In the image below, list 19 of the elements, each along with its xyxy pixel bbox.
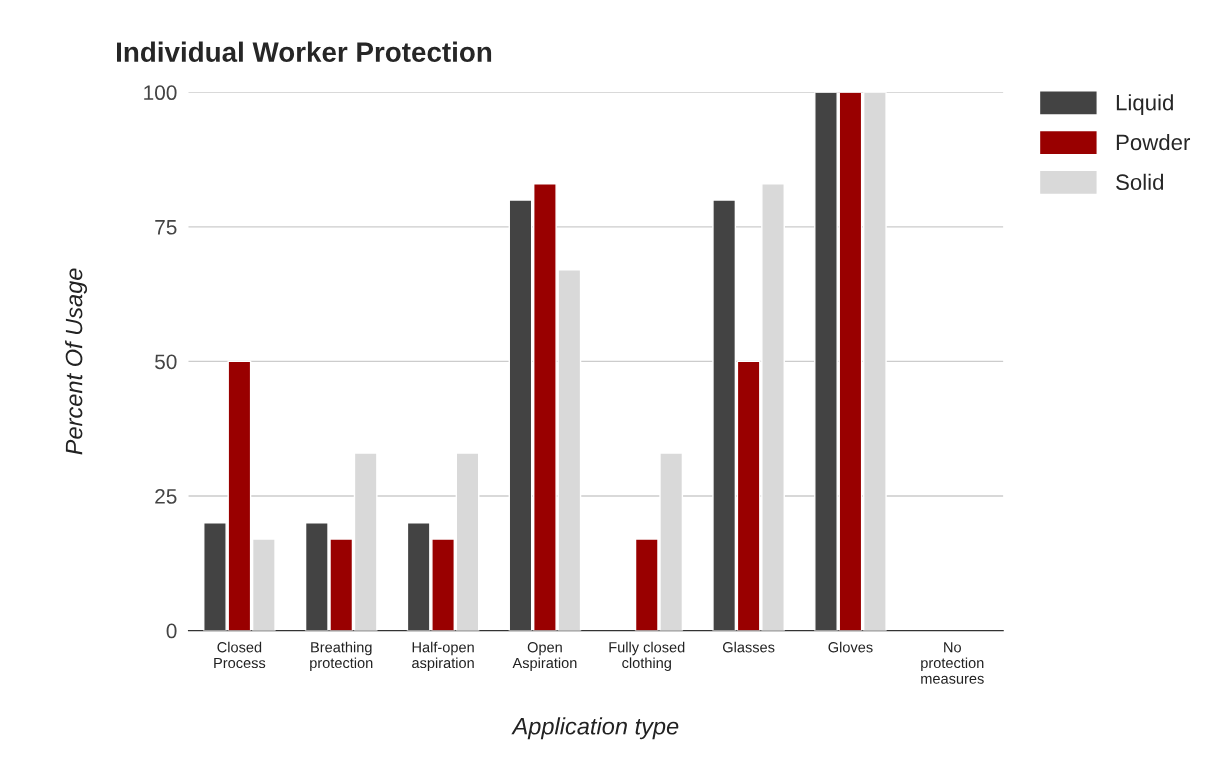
x-axis-title: Application type — [511, 717, 679, 740]
legend-label: Liquid — [1116, 94, 1173, 115]
x-tick-label: Glasses — [722, 641, 775, 653]
y-tick-label: 50 — [155, 354, 177, 370]
y-axis-title: Percent Of Usage — [65, 268, 88, 455]
x-tick-label: Open Aspiration — [512, 642, 577, 671]
legend-label: Powder — [1116, 133, 1191, 151]
x-tick-label: Gloves — [828, 641, 873, 653]
chart-title: Individual Worker Protection — [117, 41, 492, 62]
y-tick-label: 25 — [155, 489, 177, 504]
legend-label: Solid — [1116, 173, 1164, 191]
x-tick-label: Closed Process — [214, 641, 266, 669]
y-tick-label: 75 — [155, 220, 177, 235]
x-tick-label: Half-open aspiration — [412, 641, 474, 671]
y-tick-label: 100 — [144, 85, 177, 101]
x-tick-label: Breathing protection — [310, 641, 373, 671]
y-tick-label: 0 — [166, 623, 177, 639]
x-tick-label: No protection measures — [921, 642, 984, 684]
x-tick-label: Fully closed clothing — [609, 641, 685, 671]
